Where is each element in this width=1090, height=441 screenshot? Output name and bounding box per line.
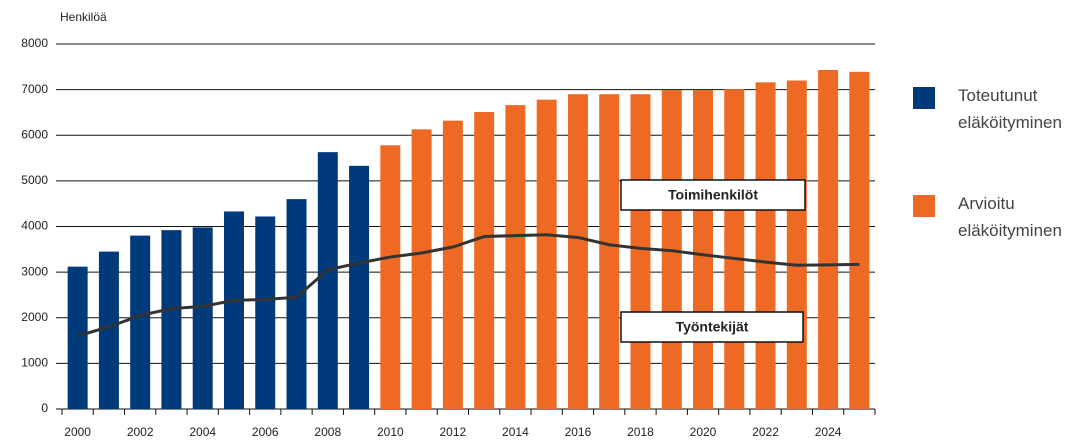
x-tick-label: 2008 <box>314 425 341 439</box>
y-tick-label: 5000 <box>21 173 48 187</box>
line <box>77 233 860 338</box>
x-tick-label: 2022 <box>752 425 779 439</box>
bar <box>849 71 870 410</box>
bar <box>442 120 463 410</box>
x-tick-label: 2014 <box>502 425 529 439</box>
bar <box>317 152 338 409</box>
y-tick-label: 0 <box>41 401 48 415</box>
y-tick-label: 1000 <box>21 356 48 370</box>
x-tick-label: 2004 <box>189 425 216 439</box>
bar <box>474 111 495 409</box>
x-tick-label: 2012 <box>440 425 467 439</box>
bar <box>786 80 807 409</box>
legend-swatch <box>913 195 935 217</box>
bar <box>630 94 651 409</box>
x-tick-label: 2020 <box>690 425 717 439</box>
x-tick-label: 2016 <box>565 425 592 439</box>
bar <box>349 165 370 409</box>
x-tick-label: 2024 <box>815 425 842 439</box>
legend-label: Arvioitu eläköityminen <box>958 194 1062 240</box>
annotation: Toimihenkilöt <box>668 187 758 203</box>
bar <box>724 89 745 409</box>
y-tick-label: 4000 <box>21 219 48 233</box>
bar <box>567 94 588 409</box>
legend-label: Toteutunut eläköityminen <box>958 86 1062 132</box>
bar <box>255 216 276 409</box>
bar <box>693 90 714 410</box>
legend-swatch <box>913 87 935 109</box>
bar <box>411 129 432 409</box>
bar <box>755 82 776 409</box>
x-tick-label: 2002 <box>127 425 154 439</box>
bar <box>380 145 401 409</box>
bar <box>98 251 119 409</box>
bar <box>599 94 620 409</box>
annotation-box <box>620 311 804 343</box>
y-tick-label: 8000 <box>21 36 48 50</box>
bar <box>130 235 151 409</box>
y-axis-label: Henkilöä <box>60 10 107 24</box>
bar <box>286 199 307 409</box>
bar <box>192 227 213 409</box>
annotation: Työntekijät <box>676 319 749 335</box>
y-tick-label: 2000 <box>21 310 48 324</box>
x-tick-label: 2006 <box>252 425 279 439</box>
bar <box>536 99 557 409</box>
x-tick-label: 2000 <box>64 425 91 439</box>
y-tick-label: 6000 <box>21 127 48 141</box>
bar <box>505 105 526 409</box>
x-tick-label: 2018 <box>627 425 654 439</box>
y-tick-label: 7000 <box>21 82 48 96</box>
annotation-box <box>620 179 806 211</box>
y-tick-label: 3000 <box>21 264 48 278</box>
bar <box>818 70 839 409</box>
x-tick-label: 2010 <box>377 425 404 439</box>
bar <box>223 211 244 409</box>
bar <box>161 230 182 409</box>
bar <box>67 266 88 409</box>
